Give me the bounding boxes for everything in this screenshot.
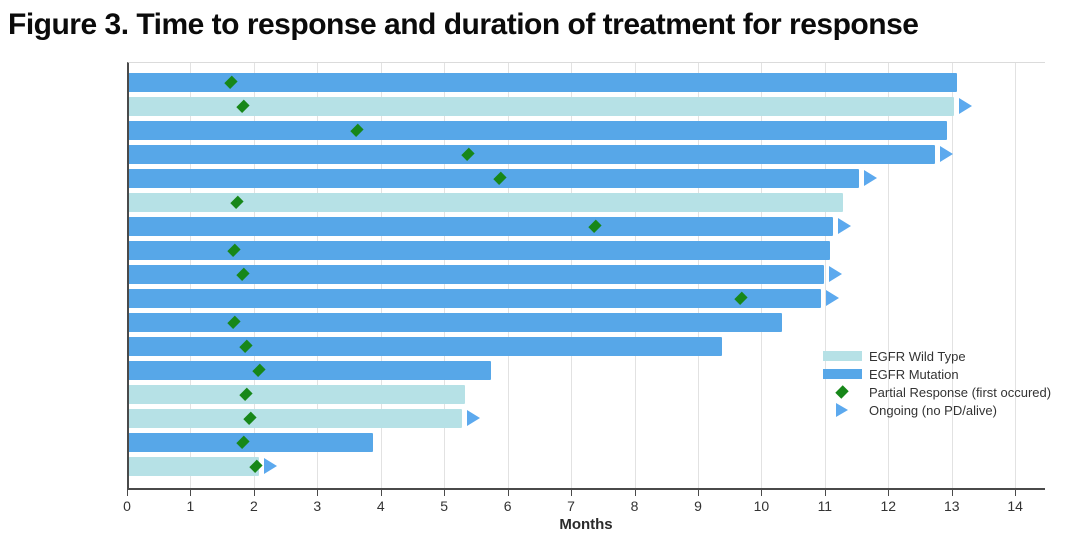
- x-tick-13: [951, 490, 953, 496]
- partial-response-diamond-icon: [230, 196, 244, 209]
- x-tick-1: [190, 490, 192, 496]
- legend-label: EGFR Wild Type: [869, 348, 966, 364]
- plot-area: [127, 62, 1045, 490]
- partial-response-diamond-icon: [351, 124, 364, 137]
- gridline-month-13: [951, 63, 953, 488]
- x-tick-3: [317, 490, 319, 496]
- x-tick-2: [253, 490, 255, 496]
- legend-bar-swatch: [822, 369, 862, 379]
- legend-bar-swatch: [822, 351, 862, 361]
- partial-response-diamond-icon: [227, 244, 240, 257]
- x-tick-label-9: 9: [694, 498, 702, 514]
- x-tick-9: [697, 490, 699, 496]
- x-tick-11: [824, 490, 826, 496]
- patient-bar-8-mutation: [129, 240, 831, 261]
- x-tick-label-5: 5: [440, 498, 449, 514]
- x-tick-label-7: 7: [567, 498, 575, 514]
- x-tick-5: [444, 490, 446, 496]
- partial-response-diamond-icon: [252, 364, 266, 377]
- partial-response-diamond-icon: [236, 100, 250, 113]
- patient-bar-4-mutation: [129, 144, 953, 165]
- x-tick-6: [507, 490, 509, 496]
- legend-item: Ongoing (no PD/alive): [822, 402, 1051, 418]
- ongoing-arrow-icon: [863, 170, 877, 187]
- partial-response-diamond-icon: [236, 436, 250, 449]
- legend-label: Partial Response (first occured): [869, 384, 1052, 400]
- patient-bar-6-wild_type: [129, 192, 843, 213]
- x-tick-7: [571, 490, 573, 496]
- x-tick-14: [1015, 490, 1017, 496]
- partial-response-diamond-icon: [588, 220, 602, 233]
- partial-response-diamond-icon: [493, 172, 507, 185]
- ongoing-arrow-icon: [939, 146, 953, 163]
- ongoing-arrow-icon: [958, 98, 972, 115]
- x-tick-label-2: 2: [249, 498, 258, 514]
- patient-bar-1-mutation: [129, 72, 957, 93]
- x-tick-label-12: 12: [880, 498, 897, 514]
- ongoing-arrow-icon: [825, 290, 839, 307]
- partial-response-diamond-icon: [249, 460, 263, 473]
- patient-bar-13-mutation: [129, 360, 491, 381]
- legend-label: Ongoing (no PD/alive): [869, 402, 997, 418]
- partial-response-diamond-icon: [224, 76, 237, 89]
- x-tick-12: [888, 490, 890, 496]
- partial-response-diamond-icon: [227, 316, 240, 329]
- x-tick-label-11: 11: [817, 498, 833, 514]
- x-tick-label-6: 6: [503, 498, 512, 514]
- x-tick-label-1: 1: [186, 498, 195, 514]
- x-tick-label-0: 0: [123, 498, 131, 514]
- legend-diamond-icon: [822, 385, 862, 399]
- patient-bar-17-wild_type: [129, 456, 278, 477]
- patient-bar-12-mutation: [129, 336, 723, 357]
- legend-item: EGFR Wild Type: [822, 348, 1051, 364]
- x-tick-10: [761, 490, 763, 496]
- x-tick-label-8: 8: [630, 498, 639, 514]
- x-tick-label-3: 3: [313, 498, 322, 514]
- legend-triangle-icon: [822, 403, 862, 417]
- patient-bar-3-mutation: [129, 120, 948, 141]
- patient-bar-15-wild_type: [129, 408, 481, 429]
- gridline-month-12: [888, 63, 890, 488]
- gridline-month-11: [824, 63, 826, 488]
- figure-title: Figure 3. Time to response and duration …: [8, 8, 919, 41]
- ongoing-arrow-icon: [838, 218, 852, 235]
- x-tick-label-10: 10: [753, 498, 770, 514]
- patient-bar-7-mutation: [129, 216, 852, 237]
- patient-bar-9-mutation: [129, 264, 842, 285]
- patient-bar-16-mutation: [129, 432, 374, 453]
- legend-item: EGFR Mutation: [822, 366, 1051, 382]
- patient-bar-5-mutation: [129, 168, 877, 189]
- partial-response-diamond-icon: [240, 340, 253, 353]
- x-tick-0: [127, 490, 128, 496]
- legend-label: EGFR Mutation: [869, 366, 959, 382]
- x-tick-8: [634, 490, 636, 496]
- x-tick-label-13: 13: [943, 498, 960, 514]
- patient-bar-11-mutation: [129, 312, 783, 333]
- partial-response-diamond-icon: [243, 412, 256, 425]
- legend: EGFR Wild Type EGFR Mutation Partial Respo…: [822, 348, 1051, 420]
- partial-response-diamond-icon: [236, 268, 250, 281]
- partial-response-diamond-icon: [734, 292, 748, 305]
- ongoing-arrow-icon: [467, 410, 481, 427]
- ongoing-arrow-icon: [828, 266, 842, 283]
- gridline-month-14: [1015, 63, 1017, 488]
- patient-bar-2-wild_type: [129, 96, 972, 117]
- x-tick-label-14: 14: [1007, 498, 1023, 514]
- x-tick-label-4: 4: [376, 498, 385, 514]
- patient-bar-10-mutation: [129, 288, 839, 309]
- partial-response-diamond-icon: [240, 388, 253, 401]
- legend-item: Partial Response (first occured): [822, 384, 1051, 400]
- x-axis-label: Months: [559, 516, 613, 533]
- partial-response-diamond-icon: [462, 148, 475, 161]
- patient-bar-14-wild_type: [129, 384, 466, 405]
- x-tick-4: [380, 490, 382, 496]
- ongoing-arrow-icon: [264, 458, 278, 475]
